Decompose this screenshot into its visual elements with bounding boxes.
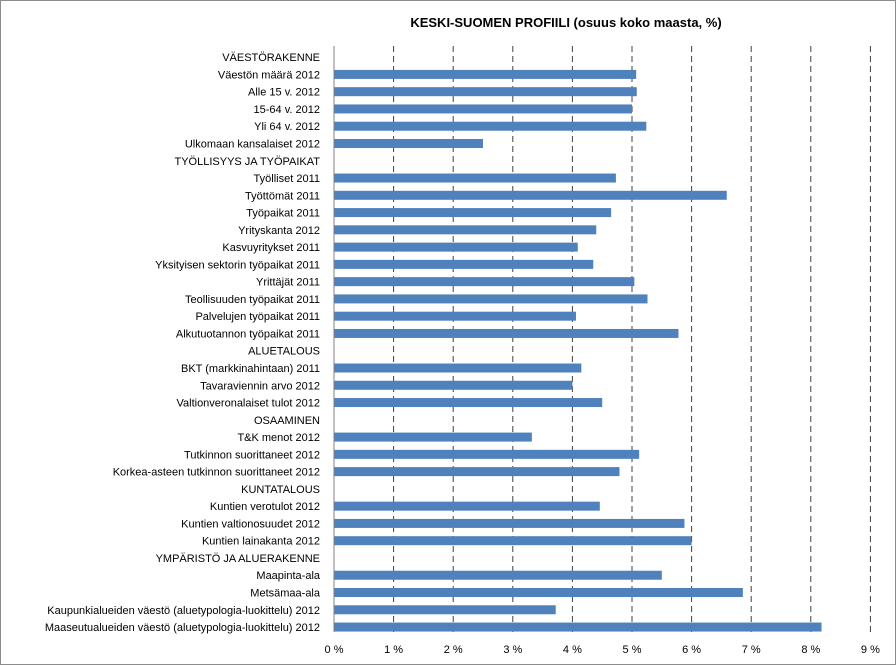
category-label: Kaupunkialueiden väestö (aluetypologia-l…	[47, 605, 320, 617]
category-label: Alle 15 v. 2012	[248, 87, 320, 99]
category-label: Alkutuotannon työpaikat 2011	[176, 328, 320, 340]
x-tick-label: 9 %	[861, 644, 880, 656]
bars-layer	[334, 69, 822, 632]
category-label: Työpaikat 2011	[246, 208, 320, 220]
bar	[334, 121, 647, 131]
category-label: Maapinta-ala	[256, 570, 320, 582]
bar	[334, 363, 582, 373]
bar	[334, 208, 612, 218]
x-tick-label: 7 %	[742, 644, 761, 656]
bar	[334, 518, 685, 528]
category-label: Korkea-asteen tutkinnon suorittaneet 201…	[113, 467, 320, 479]
category-label: Yli 64 v. 2012	[254, 121, 320, 133]
bar	[334, 570, 662, 580]
category-label: T&K menot 2012	[237, 432, 320, 444]
category-label: BKT (markkinahintaan) 2011	[181, 363, 320, 375]
bar	[334, 242, 578, 252]
category-label: Ulkomaan kansalaiset 2012	[185, 138, 320, 150]
category-label: Kuntien lainakanta 2012	[202, 536, 320, 548]
x-tick-label: 3 %	[503, 644, 522, 656]
bar	[334, 311, 576, 321]
category-label: Kuntien valtionosuudet 2012	[181, 518, 320, 530]
category-label: Kuntien verotulot 2012	[210, 501, 320, 513]
bar	[334, 622, 822, 632]
bar	[334, 398, 603, 408]
x-tick-label: 1 %	[384, 644, 403, 656]
category-label: Maaseutualueiden väestö (aluetypologia-l…	[45, 622, 320, 634]
category-label: VÄESTÖRAKENNE	[222, 52, 320, 64]
category-label: Tavaraviennin arvo 2012	[200, 380, 320, 392]
bar	[334, 190, 727, 200]
category-label: Yrittäjät 2011	[256, 277, 320, 289]
category-label: Teollisuuden työpaikat 2011	[185, 294, 320, 306]
x-tick-label: 6 %	[682, 644, 701, 656]
category-label: OSAAMINEN	[254, 415, 320, 427]
grid-layer	[393, 46, 871, 632]
category-label: Yrityskanta 2012	[238, 225, 320, 237]
bar	[334, 259, 594, 269]
category-label: TYÖLLISYYS JA TYÖPAIKAT	[175, 156, 321, 168]
category-label: Työttömät 2011	[245, 190, 320, 202]
x-tick-label: 0 %	[325, 644, 344, 656]
bar	[334, 605, 556, 615]
bar	[334, 87, 637, 97]
bar	[334, 138, 483, 148]
chart-title: KESKI-SUOMEN PROFIILI (osuus koko maasta…	[410, 15, 721, 30]
bar	[334, 380, 573, 390]
x-tick-label: 8 %	[801, 644, 820, 656]
bar	[334, 536, 692, 546]
category-label: Palvelujen työpaikat 2011	[195, 311, 320, 323]
bar	[334, 173, 616, 183]
bar	[334, 501, 600, 511]
category-label: Työlliset 2011	[254, 173, 320, 185]
category-label: Valtionveronalaiset tulot 2012	[176, 398, 320, 410]
category-labels: VÄESTÖRAKENNE Väestön määrä 2012 Alle 15 v…	[45, 52, 321, 634]
category-label: Väestön määrä 2012	[218, 69, 320, 81]
bar	[334, 69, 637, 79]
category-label: Tutkinnon suorittaneet 2012	[184, 449, 320, 461]
x-tick-label: 4 %	[563, 644, 582, 656]
category-label: Kasvuyritykset 2011	[222, 242, 320, 254]
bar	[334, 225, 597, 235]
category-label: Metsämaa-ala	[250, 588, 321, 600]
category-label: 15-64 v. 2012	[254, 104, 320, 116]
category-label: ALUETALOUS	[248, 346, 320, 358]
bar	[334, 104, 632, 114]
x-tick-labels: 0 % 1 % 2 % 3 % 4 % 5 % 6 % 7 % 8 % 9 %	[325, 644, 881, 656]
bar	[334, 277, 635, 287]
bar	[334, 294, 648, 304]
bar	[334, 467, 620, 477]
category-label: KUNTATALOUS	[241, 484, 320, 496]
bar	[334, 432, 532, 442]
category-label: Yksityisen sektorin työpaikat 2011	[155, 259, 320, 271]
bar	[334, 588, 743, 598]
bar	[334, 449, 640, 459]
x-tick-label: 2 %	[444, 644, 463, 656]
x-tick-label: 5 %	[623, 644, 642, 656]
bar	[334, 328, 679, 338]
category-label: YMPÄRISTÖ JA ALUERAKENNE	[156, 553, 320, 565]
